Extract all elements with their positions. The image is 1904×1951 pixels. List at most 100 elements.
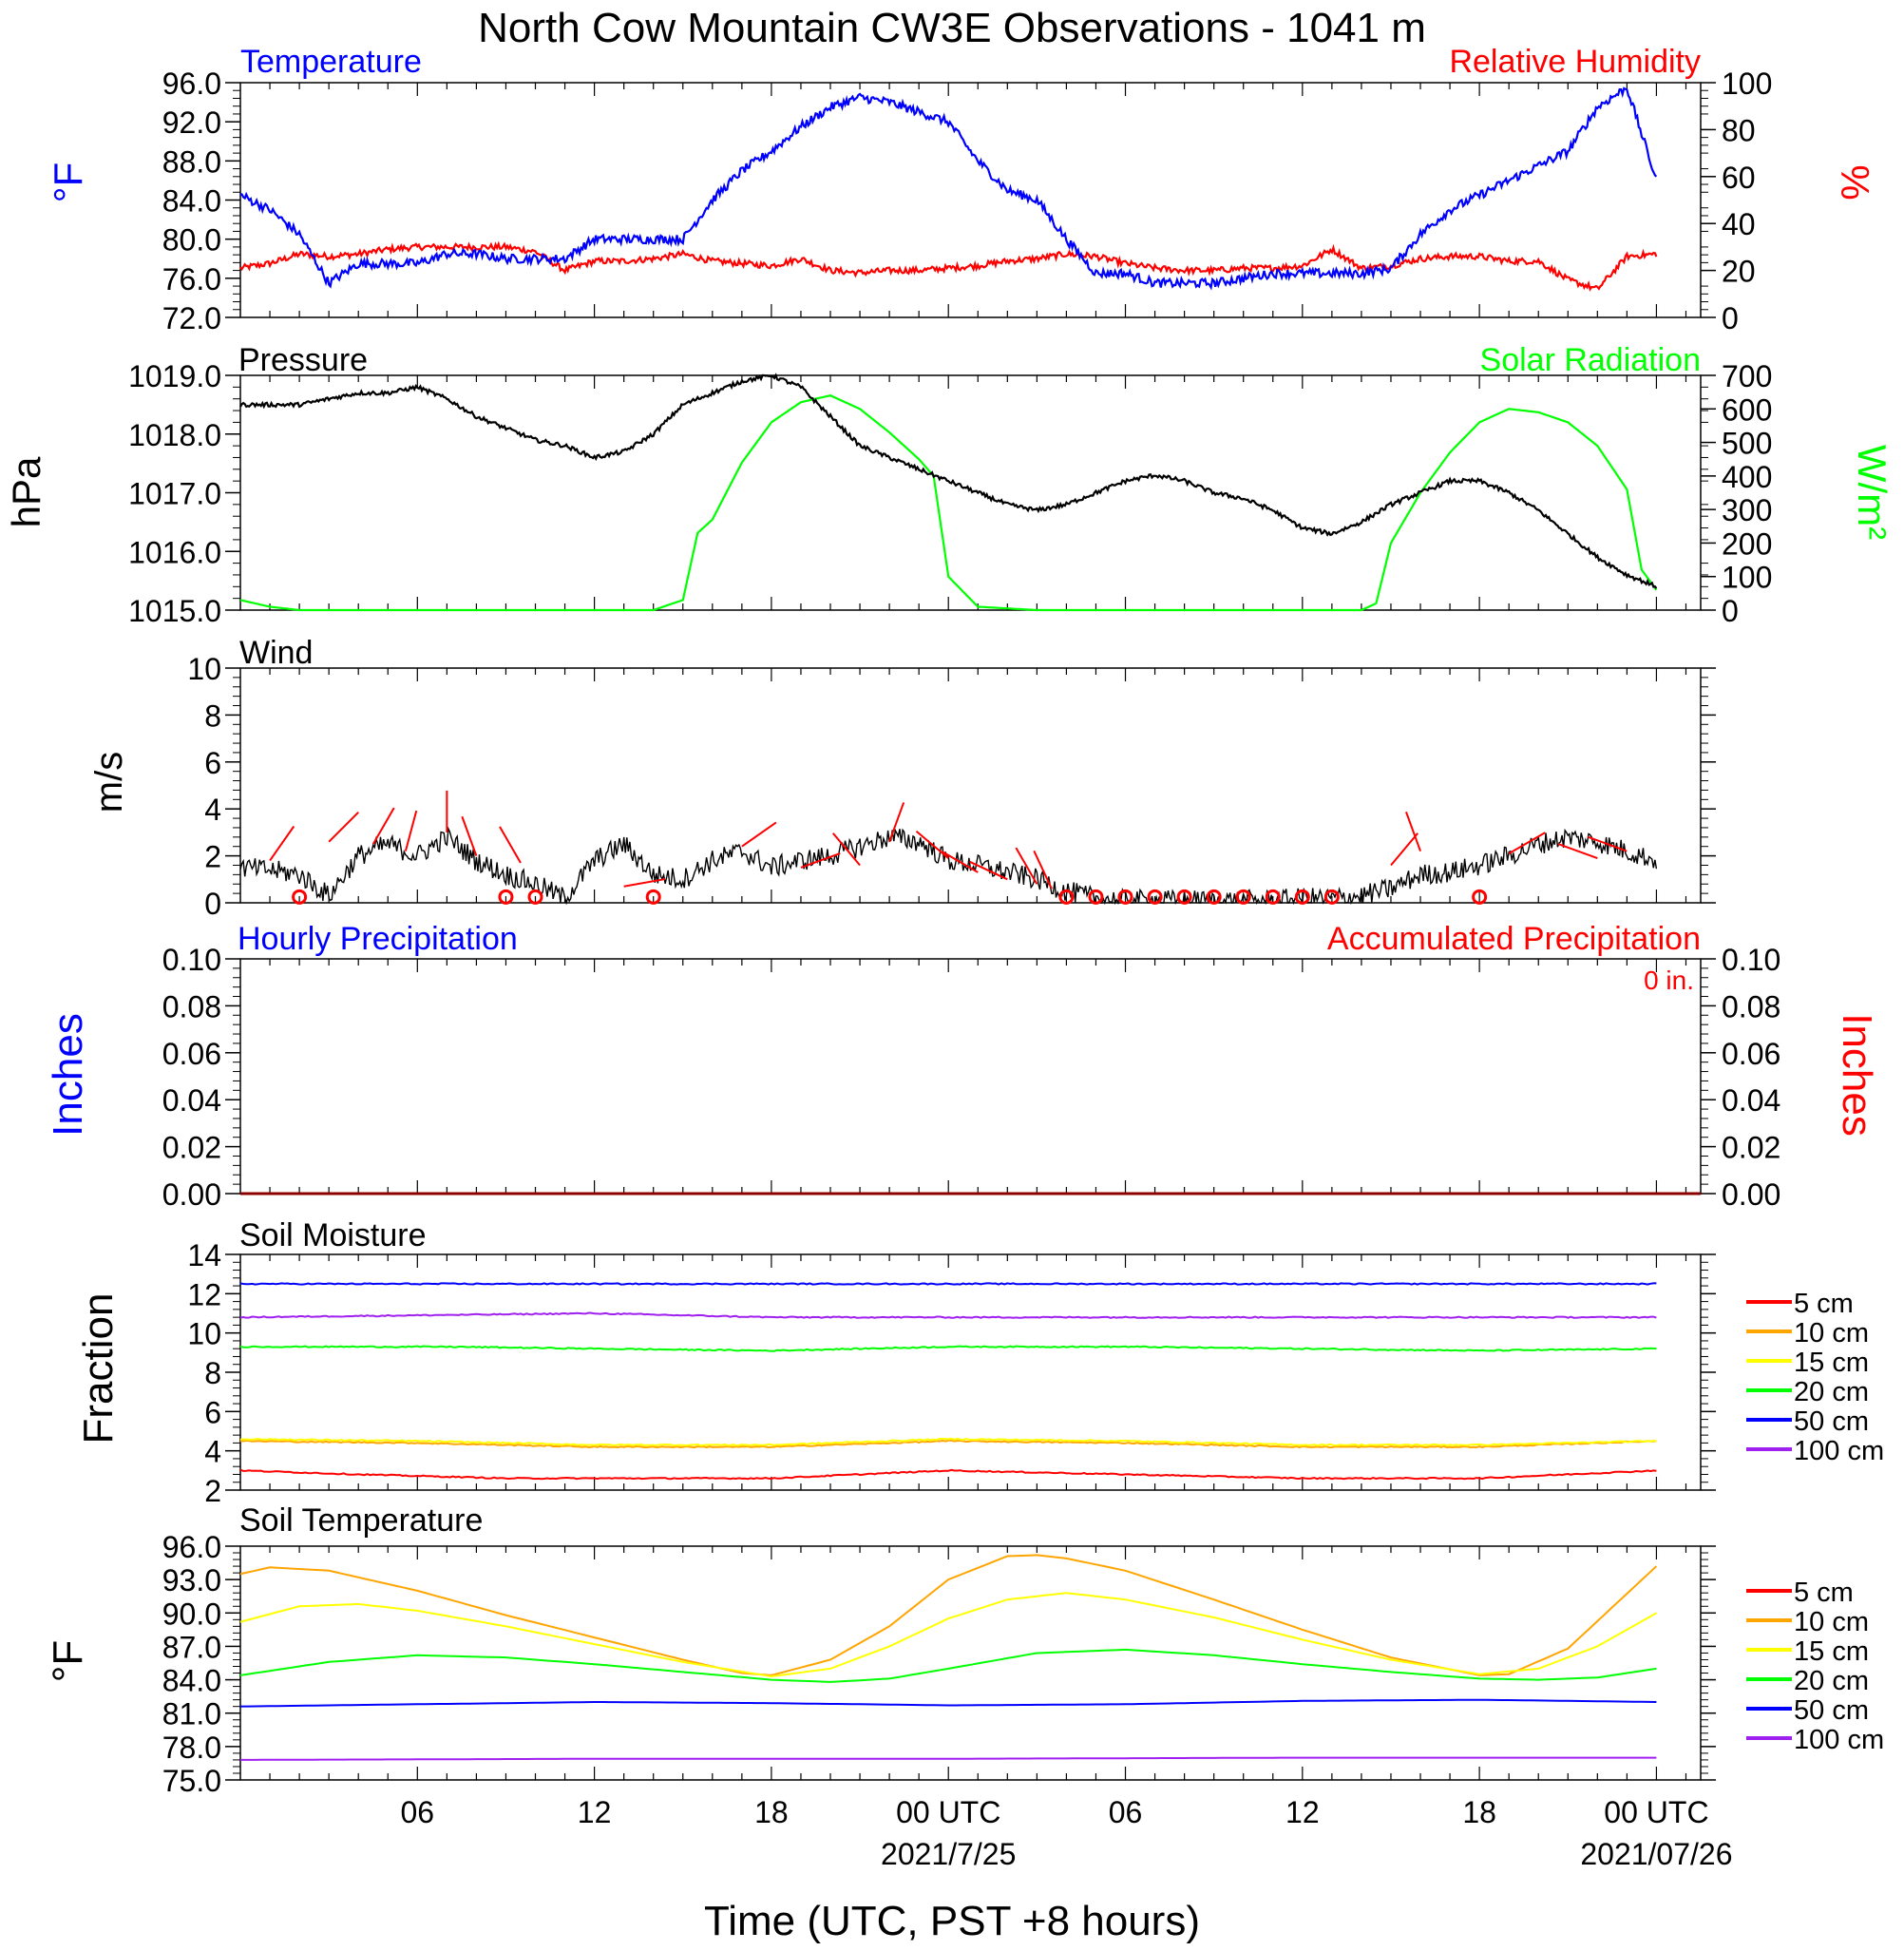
soilm-left-tick-label: 12 (187, 1277, 221, 1311)
precip-right-tick-label: 0.04 (1722, 1083, 1780, 1118)
panel-wind: Wind m/s (88, 635, 313, 813)
soilm-frame (239, 1253, 1702, 1491)
soil-moisture-legend-label: 20 cm (1794, 1377, 1869, 1407)
temp-right-tick-label: 0 (1722, 301, 1739, 335)
calm-wind-marker (1235, 889, 1251, 905)
x-tick-label: 00 UTC (1604, 1795, 1708, 1829)
panel-precipitation: Hourly Precipitation Accumulated Precipi… (45, 921, 1880, 1137)
wind-barb (623, 878, 666, 888)
humidity-title: Relative Humidity (1449, 44, 1701, 80)
soilt-left-tick-label: 78.0 (162, 1731, 221, 1765)
soil-moisture-unit: Fraction (75, 1293, 122, 1444)
temperature-title: Temperature (240, 44, 422, 80)
soilm-left-tick-label: 4 (204, 1435, 221, 1469)
hourly-precip-unit: Inches (45, 1013, 91, 1137)
wind-barb (888, 802, 905, 843)
precip-frame (239, 958, 1702, 1195)
precip-right-tick-label: 0.02 (1722, 1131, 1780, 1165)
precip-right-tick-label: 0.00 (1722, 1177, 1780, 1212)
calm-wind-marker (498, 889, 514, 905)
temp-left-tick-label: 92.0 (162, 105, 221, 140)
soil-temperature-50cm-line (239, 1698, 1657, 1708)
precip-right-tick-label: 0.10 (1722, 943, 1780, 977)
pres-left-tick-label: 1016.0 (128, 535, 221, 569)
pres-right-tick-label: 0 (1722, 594, 1739, 628)
wind-barb (741, 821, 777, 848)
panel-soil-temperature: Soil Temperature °F (45, 1502, 483, 1682)
wind-barb (1033, 850, 1053, 889)
soil-temperature-100cm-line (240, 1756, 1657, 1761)
calm-wind-marker (527, 889, 543, 905)
wind-barb (832, 832, 861, 867)
calm-wind-marker (1117, 889, 1133, 905)
wind-left-tick-label: 8 (204, 698, 221, 733)
wind-barb (1557, 843, 1598, 860)
temp-right-tick-label: 60 (1722, 161, 1756, 195)
calm-wind-marker (1147, 889, 1163, 905)
soil-temperature-legend-label: 20 cm (1794, 1666, 1869, 1696)
x-tick-label: 18 (1462, 1795, 1496, 1829)
soil-moisture-50cm-line (239, 1282, 1657, 1286)
panel-soil-moisture: Soil Moisture Fraction (75, 1217, 427, 1444)
calm-wind-marker (1176, 889, 1192, 905)
temperature-unit: °F (46, 163, 90, 202)
pres-right-tick-label: 500 (1722, 427, 1772, 461)
temp-frame (239, 82, 1702, 318)
x-tick-label: 06 (1109, 1795, 1143, 1829)
x-date-label: 2021/7/25 (881, 1837, 1016, 1871)
soilm-left-tick-label: 2 (204, 1474, 221, 1508)
x-axis-label: Time (UTC, PST +8 hours) (704, 1898, 1200, 1944)
temp-left-tick-label: 76.0 (162, 262, 221, 296)
x-tick-label: 12 (578, 1795, 612, 1829)
calm-wind-marker (1206, 889, 1222, 905)
wind-barb (404, 810, 418, 851)
soil-moisture-legend-label: 10 cm (1794, 1318, 1869, 1348)
temp-right-tick-label: 100 (1722, 67, 1772, 101)
wind-left-tick-label: 6 (204, 746, 221, 780)
wind-barb (499, 826, 522, 864)
pres-right-tick-label: 700 (1722, 359, 1772, 393)
precip-axes: 0.10 0.08 0.06 0.04 0.02 0.00 0.10 0.08 0.06 0.04… (162, 943, 1781, 1212)
soil-temperature-10cm-line (239, 1554, 1658, 1676)
soil-moisture-20cm-line (239, 1345, 1657, 1352)
soil-temperature-legend-label: 100 cm (1794, 1725, 1884, 1755)
calm-wind-marker (1294, 889, 1310, 905)
soilt-left-tick-label: 75.0 (162, 1764, 221, 1798)
soilm-left-tick-label: 8 (204, 1356, 221, 1390)
x-tick-label: 12 (1285, 1795, 1320, 1829)
temp-right-tick-label: 80 (1722, 113, 1756, 147)
soil-moisture-100cm-line (239, 1311, 1657, 1319)
calm-wind-marker (1088, 889, 1104, 905)
pres-right-tick-label: 600 (1722, 392, 1772, 427)
pres-left-tick-label: 1015.0 (128, 594, 221, 628)
soil-moisture-legend-label: 15 cm (1794, 1348, 1869, 1378)
precip-right-tick-label: 0.08 (1722, 989, 1780, 1023)
humidity-unit: % (1833, 164, 1877, 200)
precip-left-tick-label: 0.10 (162, 943, 221, 977)
pres-frame (239, 374, 1702, 611)
solar-radiation-line (239, 394, 1658, 612)
calm-wind-marker (1323, 889, 1340, 905)
soilt-left-tick-label: 90.0 (162, 1597, 221, 1631)
temp-left-tick-label: 84.0 (162, 184, 221, 219)
wind-barb (1587, 835, 1628, 852)
wind-barb (915, 831, 949, 859)
temp-left-tick-label: 80.0 (162, 223, 221, 258)
soil-temperature-unit: °F (45, 1640, 91, 1682)
soil-temperature-20cm-line (239, 1648, 1657, 1683)
wind-title: Wind (239, 635, 313, 671)
soilm-left-tick-label: 14 (187, 1238, 221, 1272)
wind-barb (1390, 832, 1419, 867)
soilt-axes: 96.093.090.087.084.081.078.075.0 (162, 1530, 1716, 1798)
soil-temperature-legend-label: 5 cm (1794, 1578, 1854, 1608)
solar-unit: W/m² (1850, 445, 1894, 540)
soil-moisture-legend-label: 100 cm (1794, 1436, 1884, 1466)
soil-moisture-15cm-line (240, 1437, 1657, 1447)
temperature-line (239, 86, 1658, 291)
wind-barb (1405, 811, 1421, 852)
precip-left-tick-label: 0.04 (162, 1083, 221, 1118)
pres-left-tick-label: 1017.0 (128, 477, 221, 511)
